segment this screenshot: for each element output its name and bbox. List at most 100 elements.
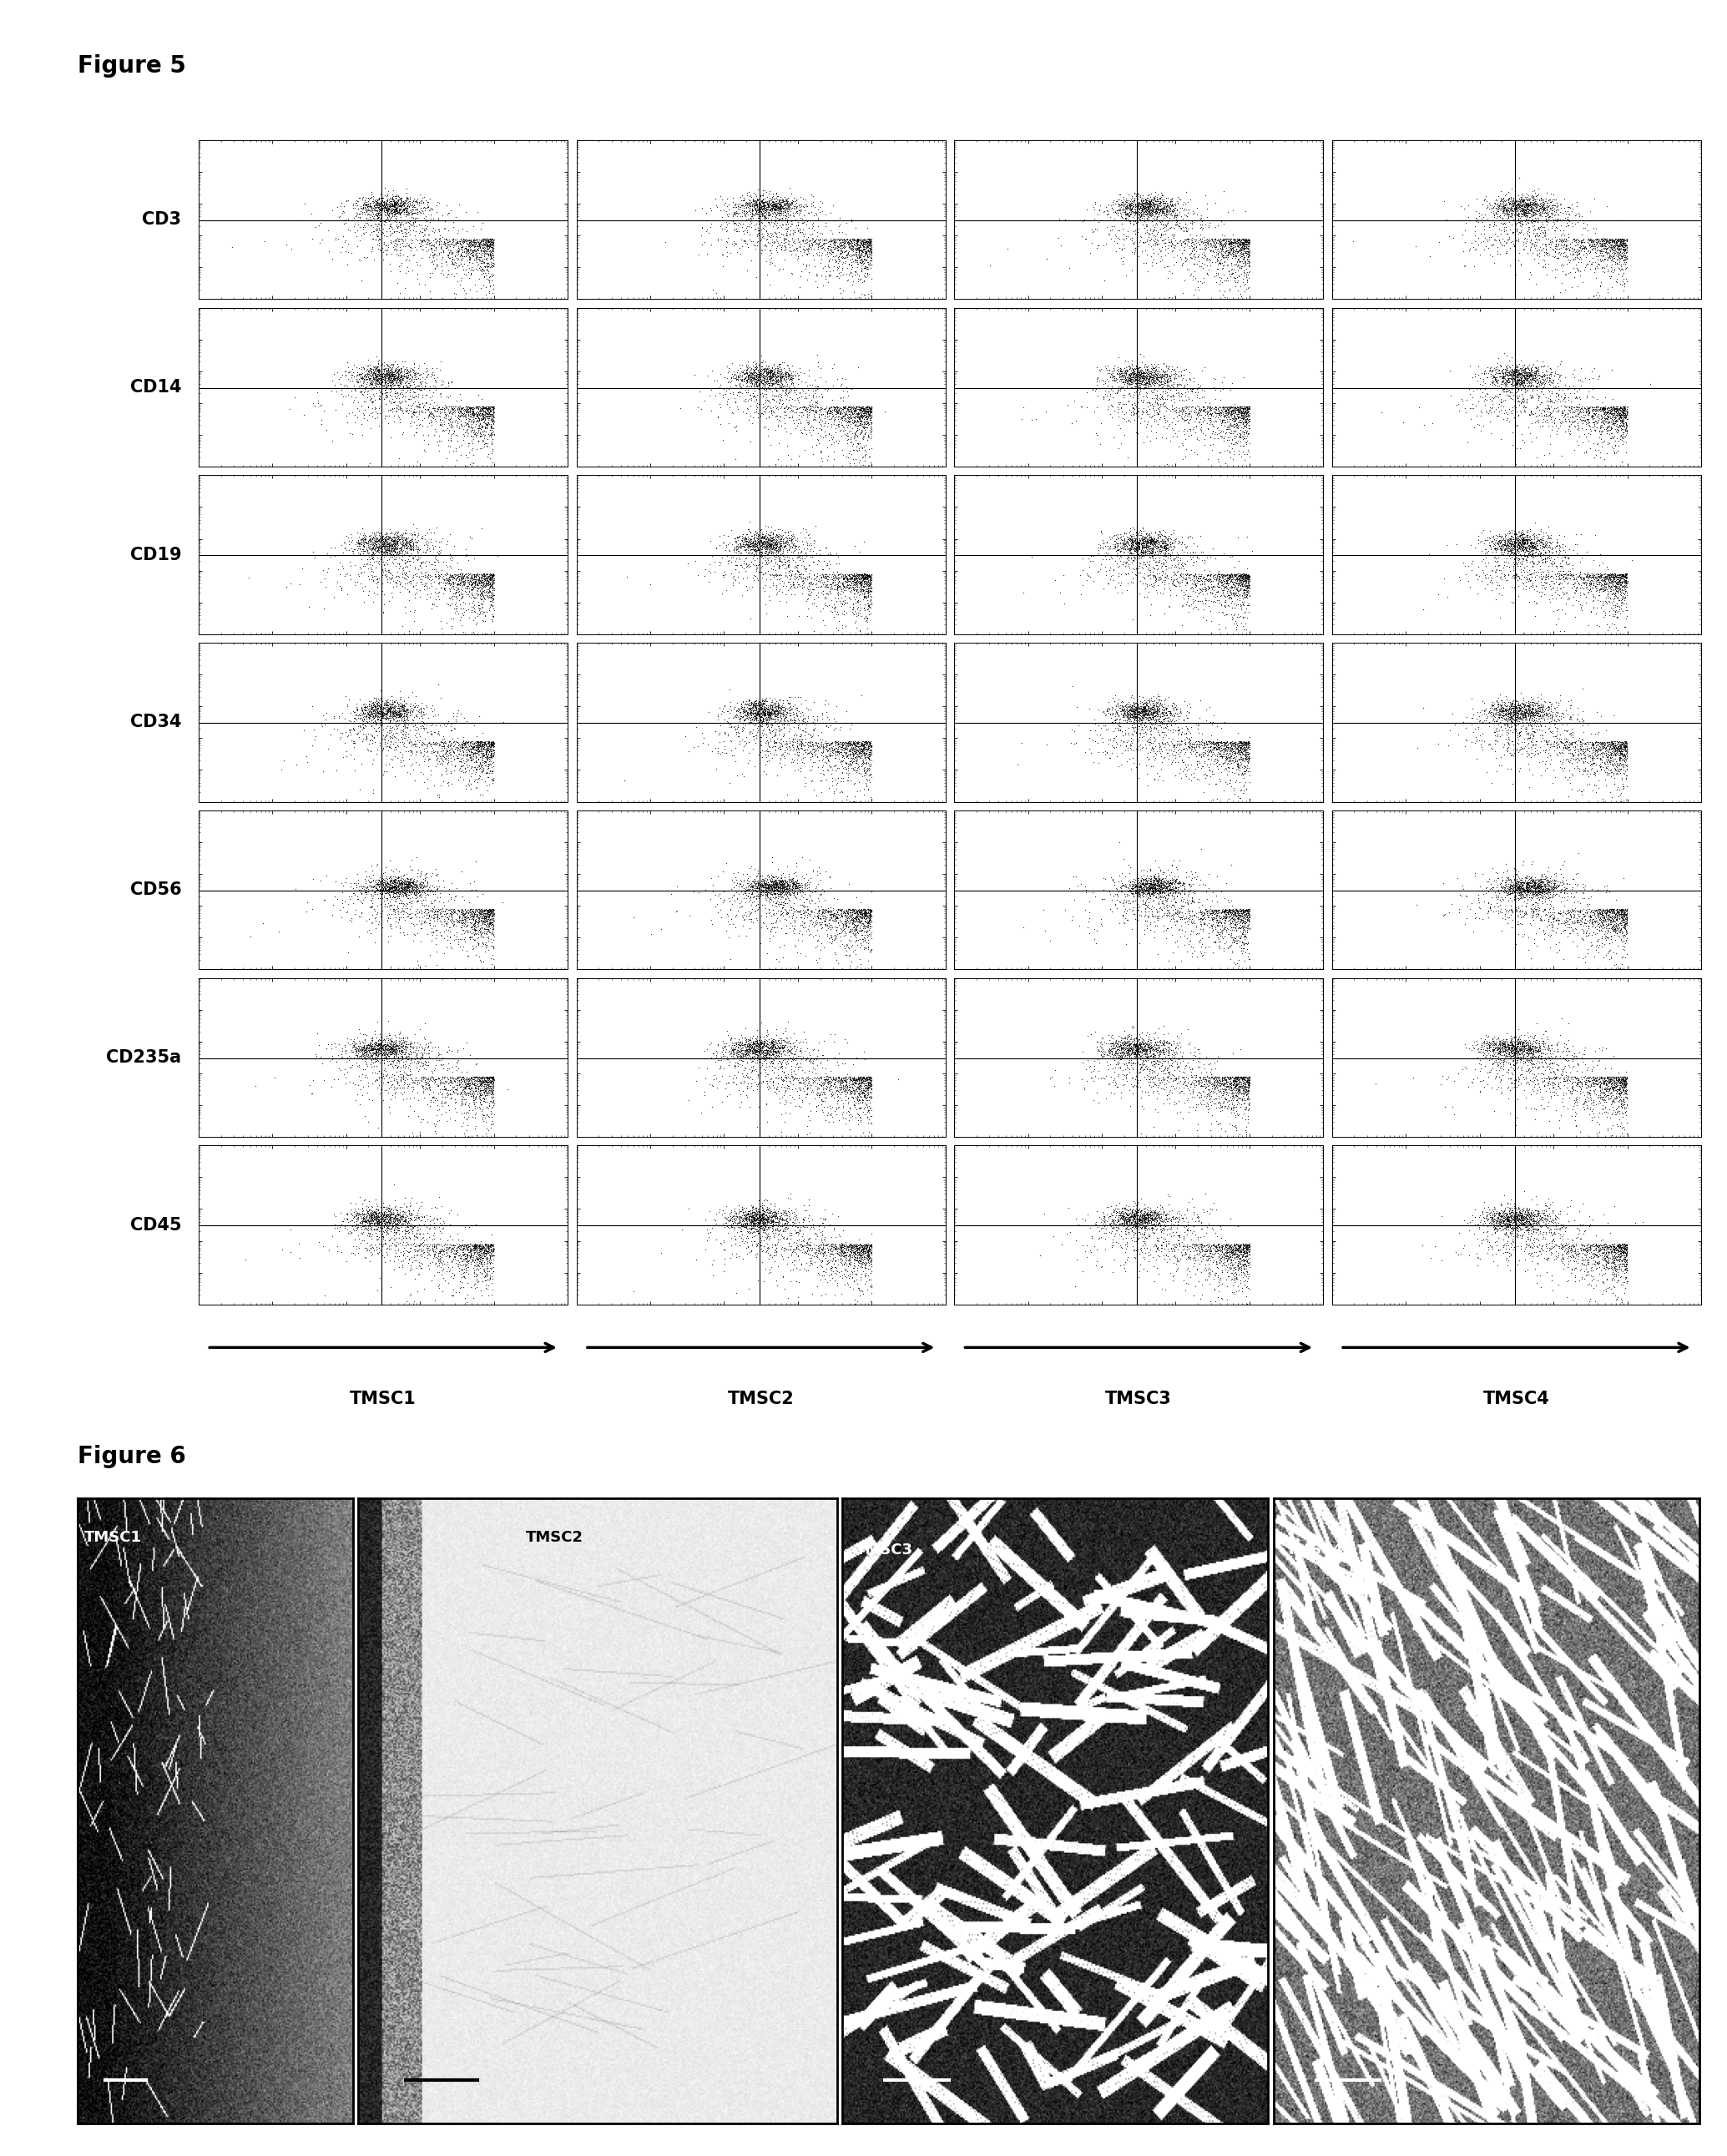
Point [1558, 399, 1585, 433]
Point [1152, 873, 1180, 908]
Point [762, 1035, 789, 1069]
Point [1190, 1061, 1218, 1095]
Point [838, 914, 865, 949]
Point [843, 1069, 870, 1104]
Point [1489, 537, 1516, 571]
Point [1487, 740, 1515, 774]
Point [769, 696, 796, 731]
Point [1520, 1197, 1547, 1231]
Point [1527, 1214, 1554, 1248]
Point [736, 686, 763, 720]
Point [1178, 233, 1205, 267]
Point [744, 873, 772, 908]
Point [470, 731, 497, 765]
Point [435, 213, 463, 248]
Point [857, 388, 884, 423]
Point [352, 699, 380, 733]
Point [404, 869, 432, 903]
Point [427, 535, 454, 569]
Point [1584, 1229, 1611, 1263]
Point [475, 1061, 503, 1095]
Point [1219, 1246, 1247, 1281]
Point [1216, 573, 1243, 608]
Point [475, 222, 503, 257]
Point [779, 908, 807, 942]
Point [1499, 185, 1527, 220]
Point [746, 356, 774, 390]
Point [368, 235, 395, 270]
Point [1530, 862, 1558, 897]
Point [1611, 237, 1639, 272]
Point [741, 522, 769, 556]
Point [1535, 528, 1563, 563]
Point [1532, 196, 1559, 231]
Point [411, 1235, 439, 1270]
Point [435, 563, 463, 597]
Point [371, 401, 399, 436]
Point [433, 222, 461, 257]
Point [370, 1205, 397, 1240]
Point [746, 528, 774, 563]
Point [297, 196, 325, 231]
Point [1216, 567, 1243, 602]
Point [1606, 591, 1634, 625]
Point [1518, 873, 1546, 908]
Point [1155, 190, 1183, 224]
Point [756, 694, 784, 729]
Point [1114, 358, 1142, 392]
Point [1515, 1194, 1542, 1229]
Point [1535, 530, 1563, 565]
Point [478, 390, 506, 425]
Point [1520, 354, 1547, 388]
Point [1578, 563, 1606, 597]
Point [798, 1074, 826, 1108]
Point [781, 1028, 808, 1063]
Point [463, 397, 490, 431]
Point [1224, 899, 1252, 934]
Point [1599, 895, 1627, 929]
Point [1487, 377, 1515, 412]
Point [1126, 701, 1154, 735]
Point [817, 395, 845, 429]
Point [1610, 1244, 1637, 1279]
Point [1603, 1059, 1630, 1093]
Point [366, 869, 394, 903]
Point [1528, 1233, 1556, 1268]
Point [846, 1082, 874, 1117]
Point [781, 1035, 808, 1069]
Point [1591, 1063, 1618, 1097]
Point [1530, 530, 1558, 565]
Point [1233, 931, 1261, 966]
Point [1109, 696, 1136, 731]
Point [402, 390, 430, 425]
Point [1525, 190, 1553, 224]
Point [1173, 1067, 1200, 1102]
Point [1119, 696, 1147, 731]
Point [427, 897, 454, 931]
Point [357, 533, 385, 567]
Point [765, 1199, 793, 1233]
Point [1228, 1235, 1256, 1270]
Point [1226, 921, 1254, 955]
Point [402, 1037, 430, 1072]
Point [831, 558, 858, 593]
Point [380, 1033, 408, 1067]
Point [1133, 701, 1161, 735]
Point [765, 403, 793, 438]
Point [364, 1222, 392, 1257]
Point [456, 737, 484, 772]
Point [1610, 578, 1637, 612]
Point [1551, 377, 1578, 412]
Point [376, 533, 404, 567]
Point [363, 690, 390, 724]
Point [1162, 1072, 1190, 1106]
Point [1521, 692, 1549, 727]
Point [746, 908, 774, 942]
Point [1515, 1028, 1542, 1063]
Point [801, 224, 829, 259]
Point [1528, 1199, 1556, 1233]
Point [1482, 1031, 1509, 1065]
Point [1520, 895, 1547, 929]
Point [420, 1238, 447, 1272]
Point [1525, 862, 1553, 897]
